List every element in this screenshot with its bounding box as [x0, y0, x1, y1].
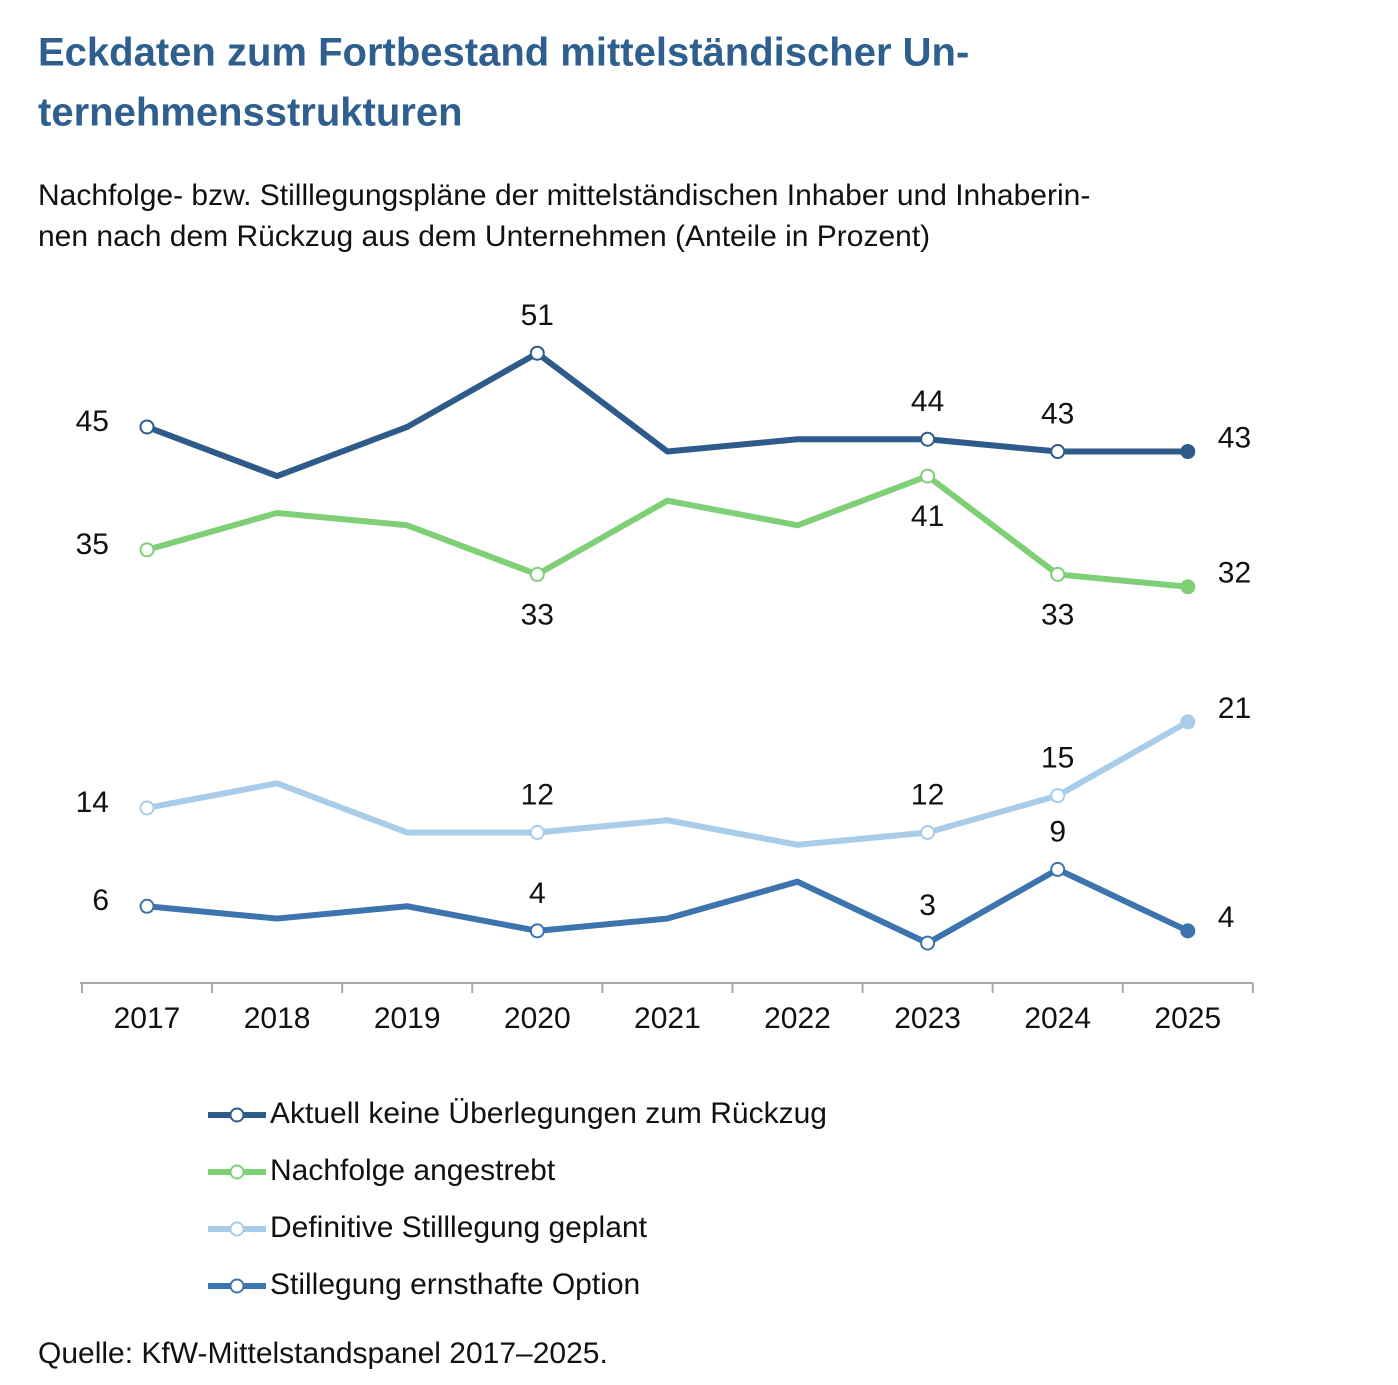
chart-subtitle: nen nach dem Rückzug aus dem Unternehmen… — [38, 220, 930, 253]
point-marker — [920, 468, 936, 484]
data-label: 35 — [76, 528, 109, 561]
legend-marker — [229, 1107, 245, 1123]
point-marker — [529, 345, 545, 361]
x-tick-label: 2018 — [244, 1002, 311, 1035]
data-label: 12 — [911, 778, 944, 811]
point-marker — [139, 898, 155, 914]
legend-marker — [229, 1164, 245, 1180]
point-marker — [920, 431, 936, 447]
data-label: 44 — [911, 385, 944, 418]
data-label: 4 — [1218, 901, 1235, 934]
data-label: 4 — [529, 877, 546, 910]
data-label: 45 — [76, 405, 109, 438]
chart-title: ternehmensstrukturen — [38, 91, 463, 135]
legend-label: Stillegung ernsthafte Option — [270, 1268, 640, 1301]
data-label: 43 — [1218, 421, 1251, 454]
chart-title: Eckdaten zum Fortbestand mittelständisch… — [38, 31, 969, 75]
legend-label: Aktuell keine Überlegungen zum Rückzug — [270, 1097, 827, 1130]
data-label: 3 — [919, 889, 936, 922]
point-marker — [139, 800, 155, 816]
data-label: 14 — [76, 786, 109, 819]
point-marker — [1180, 923, 1196, 939]
legend-marker — [229, 1278, 245, 1294]
data-label: 15 — [1041, 742, 1074, 775]
point-marker — [529, 923, 545, 939]
data-label: 6 — [92, 884, 109, 917]
x-tick-label: 2017 — [114, 1002, 181, 1035]
series-line — [145, 350, 1188, 480]
data-label: 9 — [1049, 815, 1066, 848]
x-tick-label: 2021 — [634, 1002, 701, 1035]
x-tick-label: 2019 — [374, 1002, 441, 1035]
series-line — [146, 866, 1190, 947]
data-label: 43 — [1041, 397, 1074, 430]
x-tick-label: 2022 — [764, 1002, 831, 1035]
point-marker — [1050, 444, 1066, 460]
x-tick-label: 2023 — [894, 1002, 961, 1035]
legend-marker — [229, 1221, 245, 1237]
point-marker — [529, 825, 545, 841]
point-marker — [1050, 788, 1066, 804]
point-marker — [1180, 444, 1196, 460]
point-marker — [139, 542, 155, 558]
point-marker — [920, 825, 936, 841]
x-tick-label: 2020 — [504, 1002, 571, 1035]
data-label: 41 — [911, 500, 944, 533]
chart-subtitle: Nachfolge- bzw. Stilllegungspläne der mi… — [38, 179, 1090, 212]
point-marker — [1180, 579, 1196, 595]
data-label: 32 — [1218, 557, 1251, 590]
data-label: 12 — [521, 778, 554, 811]
series-line — [146, 473, 1189, 590]
source: Quelle: KfW-Mittelstandspanel 2017–2025. — [38, 1337, 608, 1370]
legend-label: Nachfolge angestrebt — [270, 1154, 556, 1187]
series-line — [146, 719, 1190, 848]
data-label: 21 — [1218, 692, 1251, 725]
x-tick-label: 2024 — [1024, 1002, 1091, 1035]
point-marker — [920, 935, 936, 951]
point-marker — [529, 566, 545, 582]
legend-label: Definitive Stilllegung geplant — [270, 1211, 648, 1244]
x-tick-label: 2025 — [1154, 1002, 1221, 1035]
point-marker — [1050, 861, 1066, 877]
data-label: 51 — [521, 299, 554, 332]
point-marker — [1180, 714, 1196, 730]
data-label: 33 — [521, 598, 554, 631]
point-marker — [139, 419, 155, 435]
point-marker — [1050, 566, 1066, 582]
data-label: 33 — [1041, 598, 1074, 631]
